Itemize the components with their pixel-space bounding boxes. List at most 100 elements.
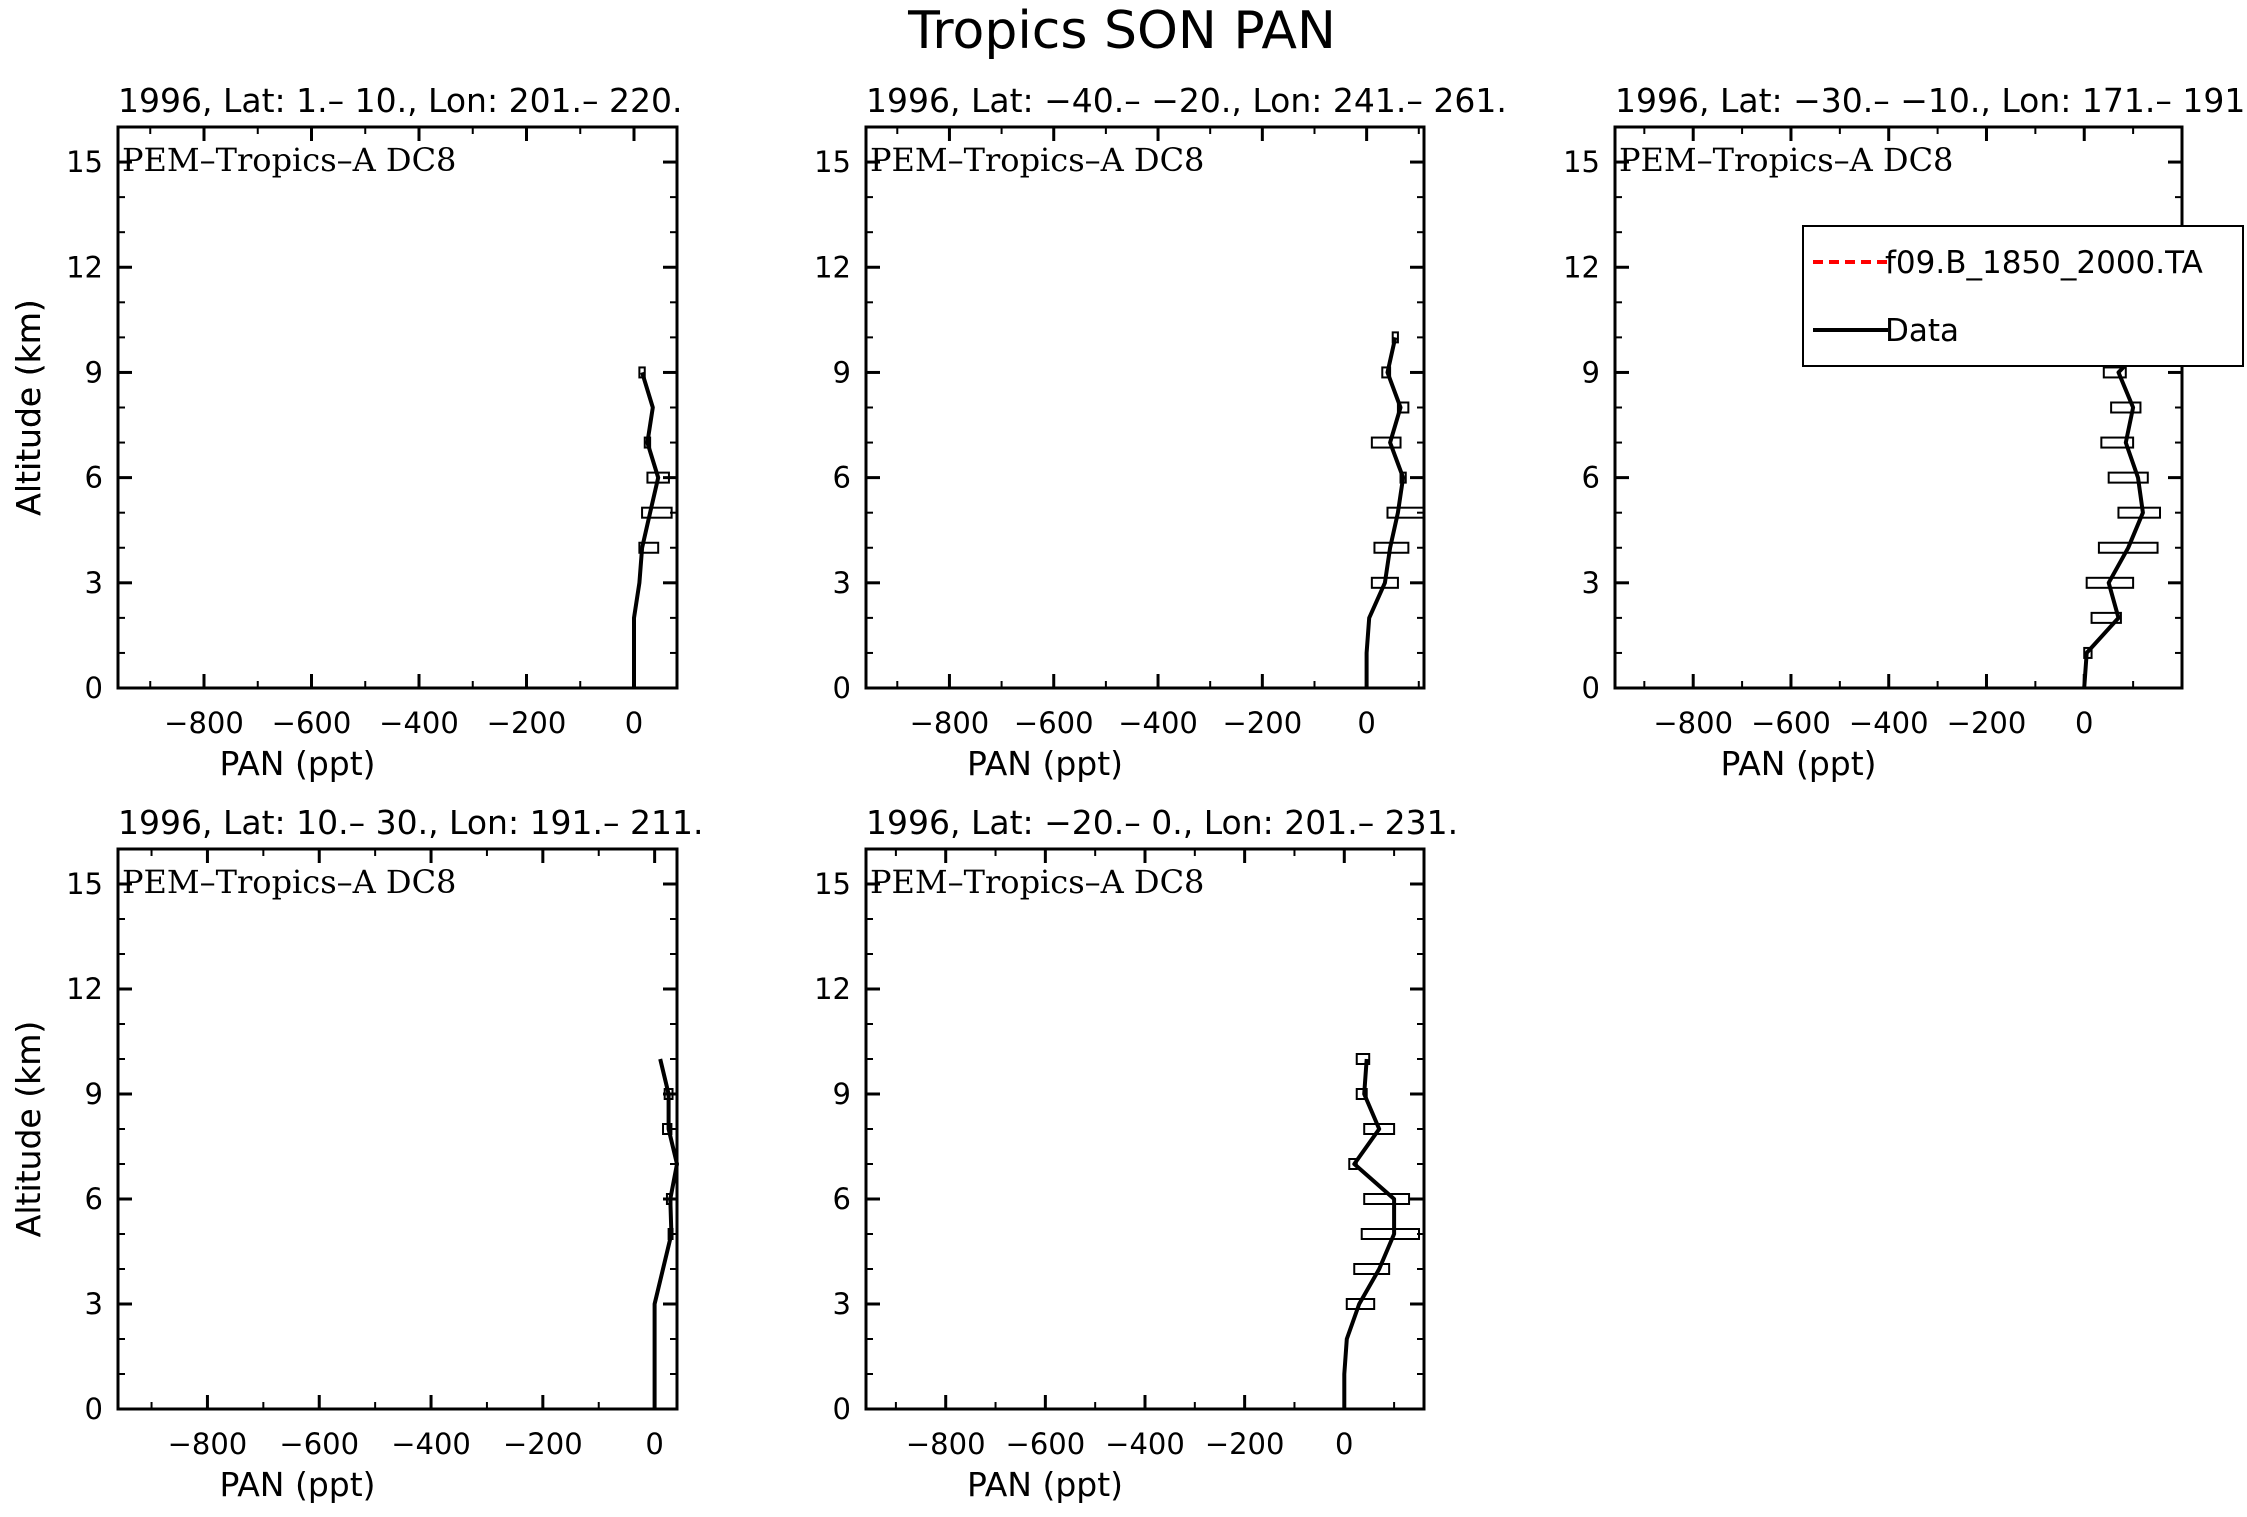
x-tick-label: 0	[1335, 1427, 1353, 1461]
campaign-label: PEM–Tropics–A DC8	[122, 863, 456, 901]
plot-frame	[864, 125, 1426, 690]
data-range-box	[1360, 1228, 1421, 1240]
legend: f09.B_1850_2000.TA Data	[1802, 225, 2244, 367]
x-tick-label: 0	[645, 1427, 663, 1461]
series-data	[2082, 331, 2171, 689]
x-tick-label: −200	[503, 1427, 583, 1461]
x-tick-label: −600	[272, 706, 352, 740]
y-tick-label: 3	[833, 1287, 851, 1321]
x-tick-label: −600	[1751, 706, 1831, 740]
data-range-box	[2110, 401, 2142, 414]
y-axis-label: Altitude (km)	[9, 1021, 48, 1237]
y-tick-label: 9	[1582, 355, 1600, 389]
y-tick-label: 3	[1582, 566, 1600, 600]
y-tick-label: 0	[85, 671, 103, 705]
data-range-box	[2117, 506, 2162, 519]
y-tick-label: 6	[85, 1182, 103, 1216]
y-tick-label: 15	[66, 867, 103, 901]
plot-frame	[116, 847, 679, 1411]
x-tick-label: −200	[1947, 706, 2027, 740]
x-tick-label: −200	[487, 706, 567, 740]
data-profile-line	[2082, 336, 2155, 689]
x-tick-label: 0	[1357, 706, 1375, 740]
series-data	[1342, 1053, 1421, 1409]
data-range-box	[2102, 366, 2127, 379]
x-tick-label: −800	[906, 1427, 986, 1461]
data-range-box	[1370, 436, 1402, 449]
data-range-box	[1363, 1193, 1411, 1205]
data-range-box	[1396, 401, 1410, 414]
y-tick-label: 12	[66, 250, 103, 284]
panel-subtitle: 1996, Lat: −20.– 0., Lon: 201.– 231.	[866, 803, 1458, 842]
x-tick-label: −800	[168, 1427, 248, 1461]
y-axis-label: Altitude (km)	[9, 299, 48, 515]
panel-subtitle: 1996, Lat: 10.– 30., Lon: 191.– 211.	[118, 803, 704, 842]
y-tick-label: 9	[85, 355, 103, 389]
y-tick-label: 3	[833, 566, 851, 600]
y-tick-label: 9	[833, 1077, 851, 1111]
x-tick-label: 0	[625, 706, 643, 740]
y-tick-label: 0	[833, 1392, 851, 1426]
x-tick-label: −800	[1653, 706, 1733, 740]
plot-frame	[1613, 125, 2184, 690]
panel-subtitle: 1996, Lat: −30.– −10., Lon: 171.– 191.	[1615, 81, 2247, 120]
campaign-label: PEM–Tropics–A DC8	[122, 141, 456, 179]
y-tick-label: 12	[814, 250, 851, 284]
x-tick-label: −600	[1014, 706, 1094, 740]
panel-3: 1996, Lat: −30.– −10., Lon: 171.– 191. 0 3…	[9, 81, 2247, 783]
data-range-box	[638, 541, 660, 554]
panels: 1996, Lat: 1.– 10., Lon: 201.– 220.03691…	[9, 81, 2247, 1504]
data-range-box	[1353, 1263, 1391, 1275]
y-tick-label: 6	[833, 1182, 851, 1216]
data-range-box	[1355, 1053, 1371, 1065]
y-tick-label: 3	[85, 1287, 103, 1321]
y-tick-label: 0	[85, 1392, 103, 1426]
y-tick-label: 15	[1563, 145, 1600, 179]
panel-subtitle: 1996, Lat: 1.– 10., Lon: 201.– 220.	[118, 81, 683, 120]
data-profile-line	[652, 1058, 679, 1409]
x-tick-label: −800	[164, 706, 244, 740]
x-tick-label: −400	[1118, 706, 1198, 740]
panel-subtitle: 1996, Lat: −40.– −20., Lon: 241.– 261.	[866, 81, 1507, 120]
data-range-box	[2100, 436, 2135, 449]
y-tick-label: 0	[833, 671, 851, 705]
y-tick-label: 12	[814, 972, 851, 1006]
series-data	[1364, 331, 1426, 688]
data-range-box	[2090, 611, 2122, 624]
x-axis-label: PAN (ppt)	[1720, 744, 1876, 783]
legend-label: Data	[1885, 313, 1959, 349]
x-axis-label: PAN (ppt)	[967, 744, 1123, 783]
panel-2: 1996, Lat: −40.– −20., Lon: 241.– 261. 0 3…	[9, 81, 1507, 783]
y-axis-label: Altitude (km)	[9, 299, 48, 515]
y-tick-label: 6	[1582, 461, 1600, 495]
data-range-box	[1381, 366, 1392, 379]
y-tick-label: 6	[85, 461, 103, 495]
x-tick-label: −400	[1849, 706, 1929, 740]
y-axis-label: Altitude (km)	[9, 1021, 48, 1237]
x-axis-label: PAN (ppt)	[219, 1465, 375, 1504]
campaign-label: PEM–Tropics–A DC8	[870, 141, 1204, 179]
plot-frame	[116, 125, 679, 690]
y-tick-label: 0	[1582, 671, 1600, 705]
x-tick-label: −200	[1205, 1427, 1285, 1461]
campaign-label: PEM–Tropics–A DC8	[870, 863, 1204, 901]
y-tick-label: 15	[814, 145, 851, 179]
x-tick-label: −800	[910, 706, 990, 740]
y-tick-label: 15	[66, 145, 103, 179]
y-tick-label: 9	[85, 1077, 103, 1111]
x-tick-label: −200	[1223, 706, 1303, 740]
panel-5: 1996, Lat: −20.– 0., Lon: 201.– 231. 0 3 6 9…	[9, 803, 1458, 1504]
figure-title: Tropics SON PAN	[907, 1, 1336, 61]
panel-1: 1996, Lat: 1.– 10., Lon: 201.– 220. 0 3 6 9 1…	[9, 81, 683, 783]
y-tick-label: 15	[814, 867, 851, 901]
y-tick-label: 9	[833, 355, 851, 389]
x-tick-label: −400	[391, 1427, 471, 1461]
series-data	[652, 1058, 679, 1409]
y-tick-label: 12	[66, 972, 103, 1006]
x-tick-label: −600	[1006, 1427, 1086, 1461]
x-axis-label: PAN (ppt)	[219, 744, 375, 783]
data-range-box	[2107, 471, 2149, 484]
panel-4: 1996, Lat: 10.– 30., Lon: 191.– 211. 0 3 6 9…	[9, 803, 704, 1504]
x-tick-label: −400	[1105, 1427, 1185, 1461]
